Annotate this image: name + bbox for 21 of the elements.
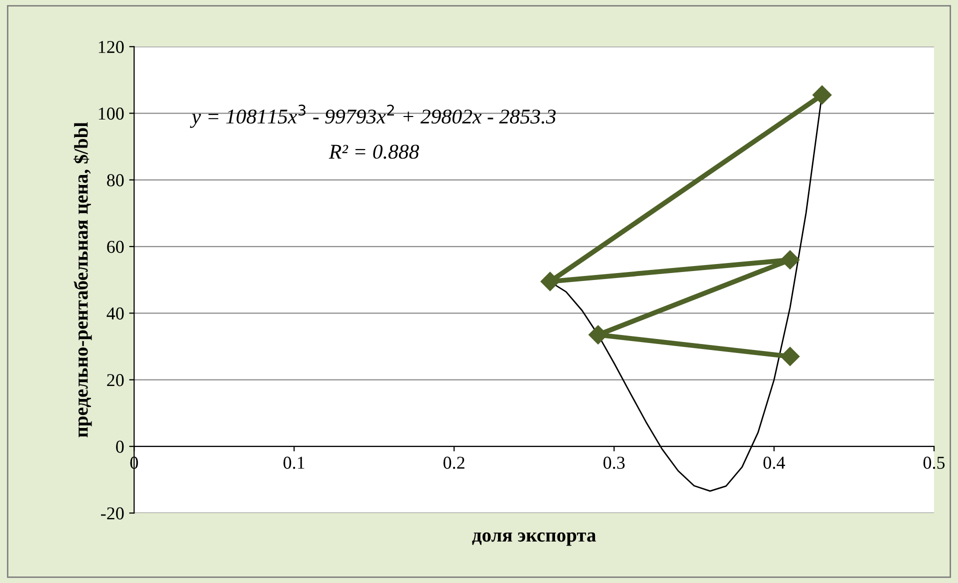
y-tick-label: 120 xyxy=(98,40,124,54)
y-tick-label: 60 xyxy=(107,240,124,253)
y-tick-label: 40 xyxy=(106,307,124,320)
point xyxy=(540,272,560,292)
x-tick-label: 0.2 xyxy=(443,456,464,469)
x-tick-label: 0.1 xyxy=(284,456,304,469)
annotation: R² = 0.888 xyxy=(328,144,420,159)
y-tick-label: 20 xyxy=(107,374,124,386)
annotation: y = 108115x$^{3}$ - 99793x$^{2}$ + 29802x - 2853.3 xyxy=(190,104,556,128)
point xyxy=(780,346,800,366)
point xyxy=(780,250,800,270)
point xyxy=(812,85,832,104)
x-tick-label: 0.5 xyxy=(923,456,945,469)
y-axis-title: предельно-рентабельная цена, $/bbl xyxy=(74,122,92,438)
x-tick-label: 0.4 xyxy=(763,456,786,469)
x-tick-label: 0.3 xyxy=(603,456,625,469)
y-tick-label: 100 xyxy=(98,108,124,120)
y-tick-label: 80 xyxy=(107,174,124,186)
y-tick-label: -20 xyxy=(101,507,124,520)
x-axis-title: доля экспорта xyxy=(472,532,596,546)
y-tick-label: 0 xyxy=(116,440,124,453)
